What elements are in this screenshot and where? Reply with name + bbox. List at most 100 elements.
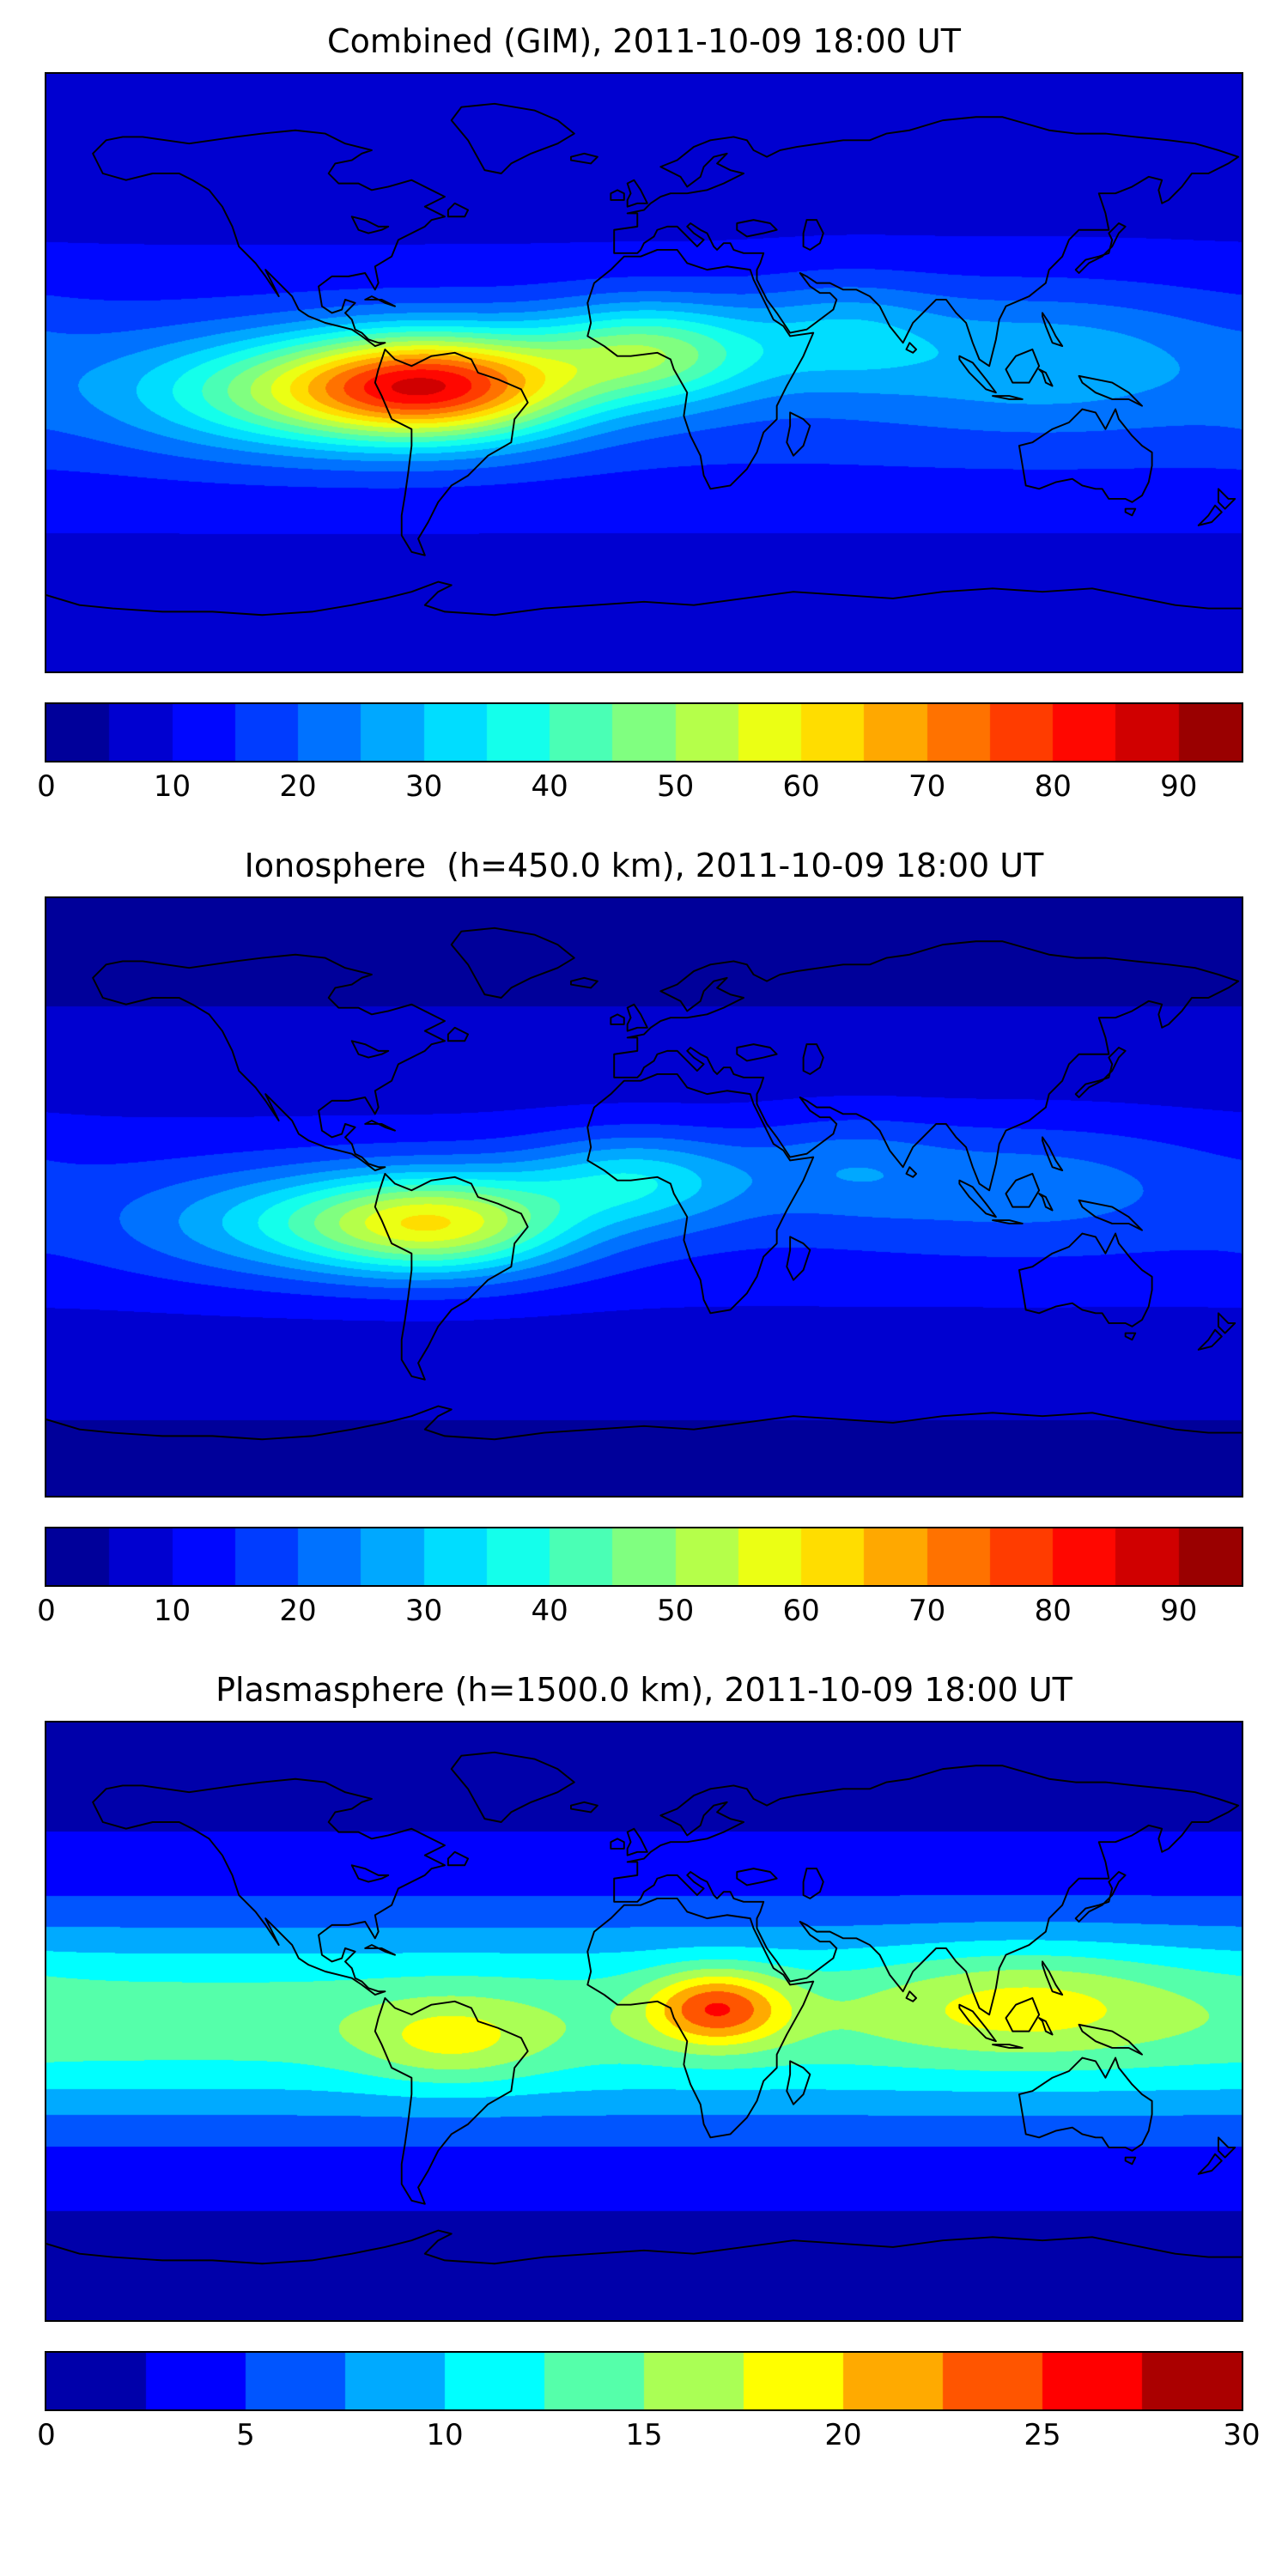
colorbar-tick-label: 90 <box>1160 769 1198 804</box>
colorbar-tick-label: 70 <box>908 769 946 804</box>
colorbar-tick-label: 10 <box>153 769 191 804</box>
coastline-path <box>1124 2156 1137 2166</box>
colorbar-tick-label: 30 <box>1223 2418 1261 2452</box>
colorbar-tick-label: 25 <box>1024 2418 1061 2452</box>
coastline-path <box>1042 312 1064 348</box>
colorbar-frame-plasmasphere <box>45 2351 1243 2411</box>
coastline-path <box>447 202 470 218</box>
coastline-path <box>736 1043 778 1062</box>
coastline-path <box>786 2060 811 2105</box>
panel-title-combined: Combined (GIM), 2011-10-09 18:00 UT <box>327 22 961 60</box>
coastline-path <box>1197 1328 1223 1351</box>
coastline-path <box>613 116 1240 368</box>
coastline-path <box>450 1751 575 1823</box>
coastline-path <box>1018 1232 1153 1327</box>
coastline-path <box>1217 1312 1236 1334</box>
coastline-path <box>1078 1199 1143 1231</box>
coastline-path <box>1005 1172 1041 1208</box>
coastline-path <box>1042 1136 1064 1172</box>
coastline-path <box>1197 2153 1223 2175</box>
coastline-path <box>447 1850 470 1867</box>
map-frame-plasmasphere <box>45 1721 1243 2322</box>
colorbar-tick-label: 10 <box>153 1594 191 1628</box>
coastline-path <box>1078 2023 1143 2056</box>
coastline-path <box>1005 1996 1041 2032</box>
colorbar-tick-label: 60 <box>782 769 820 804</box>
coastline-path <box>613 940 1240 1192</box>
coastline-path <box>992 1219 1024 1224</box>
panel-combined-gim: Combined (GIM), 2011-10-09 18:00 UT 0 10 2… <box>0 22 1288 807</box>
coastline-path <box>1038 2017 1054 2036</box>
coastline-path <box>1018 408 1153 503</box>
coastline-path <box>992 395 1024 400</box>
coastline-path <box>1124 507 1137 517</box>
colorbar-frame-combined <box>45 702 1243 762</box>
coastline-path <box>802 1868 824 1899</box>
coastline-path <box>374 1172 529 1381</box>
coastline-path <box>736 219 778 238</box>
coastline-path <box>364 295 396 307</box>
coastline-path <box>1018 2057 1153 2152</box>
coastline-path <box>610 1838 625 1850</box>
coastline-path <box>374 1996 529 2205</box>
colorbar-frame-ionosphere <box>45 1527 1243 1587</box>
colorbar-tick-label: 30 <box>404 1594 443 1628</box>
colorbar-tick-label: 40 <box>531 1594 568 1628</box>
panel-plasmasphere: Plasmasphere (h=1500.0 km), 2011-10-09 1… <box>0 1671 1288 2456</box>
coastline-path <box>958 2003 997 2043</box>
colorbar-tick-label: 80 <box>1034 1594 1072 1628</box>
colorbar-tick-label: 20 <box>824 2418 862 2452</box>
coastline-path <box>364 1944 396 1956</box>
coastline-path <box>350 216 390 234</box>
coastline-path <box>905 1166 918 1178</box>
coastline-path <box>450 927 575 999</box>
coastline-path <box>374 348 529 556</box>
map-frame-combined <box>45 72 1243 673</box>
coastline-path <box>569 1801 598 1814</box>
coastline-path <box>92 953 446 1172</box>
coastline-path <box>1074 1047 1127 1098</box>
colorbar-plasmasphere <box>46 2353 1242 2409</box>
coastline-path <box>569 152 598 165</box>
panel-title-ionosphere: Ionosphere (h=450.0 km), 2011-10-09 18:0… <box>244 847 1044 884</box>
coastline-path <box>1217 488 1236 510</box>
colorbar-tick-label: 80 <box>1034 769 1072 804</box>
coastline-path <box>610 1013 625 1025</box>
coastline-path <box>736 1868 778 1886</box>
colorbar-tick-label: 0 <box>37 1594 56 1628</box>
colorbar-tick-label: 0 <box>37 2418 56 2452</box>
coastline-path <box>1038 368 1054 387</box>
colorbar-tick-label: 5 <box>236 2418 255 2452</box>
panel-title-plasmasphere: Plasmasphere (h=1500.0 km), 2011-10-09 1… <box>216 1671 1072 1709</box>
coastline-path <box>802 1043 824 1075</box>
coastline-path <box>992 2044 1024 2049</box>
coastline-path <box>613 1765 1240 2016</box>
coastlines-overlay <box>46 927 1242 1441</box>
coastline-path <box>350 1040 390 1059</box>
colorbar-tick-label: 50 <box>656 769 695 804</box>
map-frame-ionosphere <box>45 896 1243 1498</box>
coastline-path <box>1074 1871 1127 1923</box>
colorbar-tick-label: 15 <box>625 2418 663 2452</box>
coastline-path <box>350 1864 390 1883</box>
colorbar-combined <box>46 704 1242 761</box>
coastline-path <box>1074 222 1127 274</box>
colorbar-tick-label: 60 <box>782 1594 820 1628</box>
coastline-path <box>364 1120 396 1132</box>
coastline-path <box>46 2229 1242 2265</box>
coastline-path <box>802 219 824 251</box>
colorbar-tick-label: 20 <box>279 769 317 804</box>
colorbar-tick-label: 30 <box>404 769 443 804</box>
coastline-path <box>586 248 815 490</box>
coastline-path <box>1124 1332 1137 1341</box>
colorbar-tick-label: 10 <box>426 2418 464 2452</box>
colorbar-tick-label: 0 <box>37 769 56 804</box>
panel-ionosphere: Ionosphere (h=450.0 km), 2011-10-09 18:0… <box>0 847 1288 1631</box>
colorbar-tick-labels-combined: 0 10 20 30 40 50 60 70 80 90 <box>37 768 1242 807</box>
coastline-path <box>92 1777 446 1996</box>
coastline-path <box>626 179 648 208</box>
coastline-path <box>626 1003 648 1032</box>
colorbar-tick-label: 50 <box>656 1594 695 1628</box>
coastline-path <box>958 1179 997 1218</box>
coastline-path <box>46 1405 1242 1441</box>
